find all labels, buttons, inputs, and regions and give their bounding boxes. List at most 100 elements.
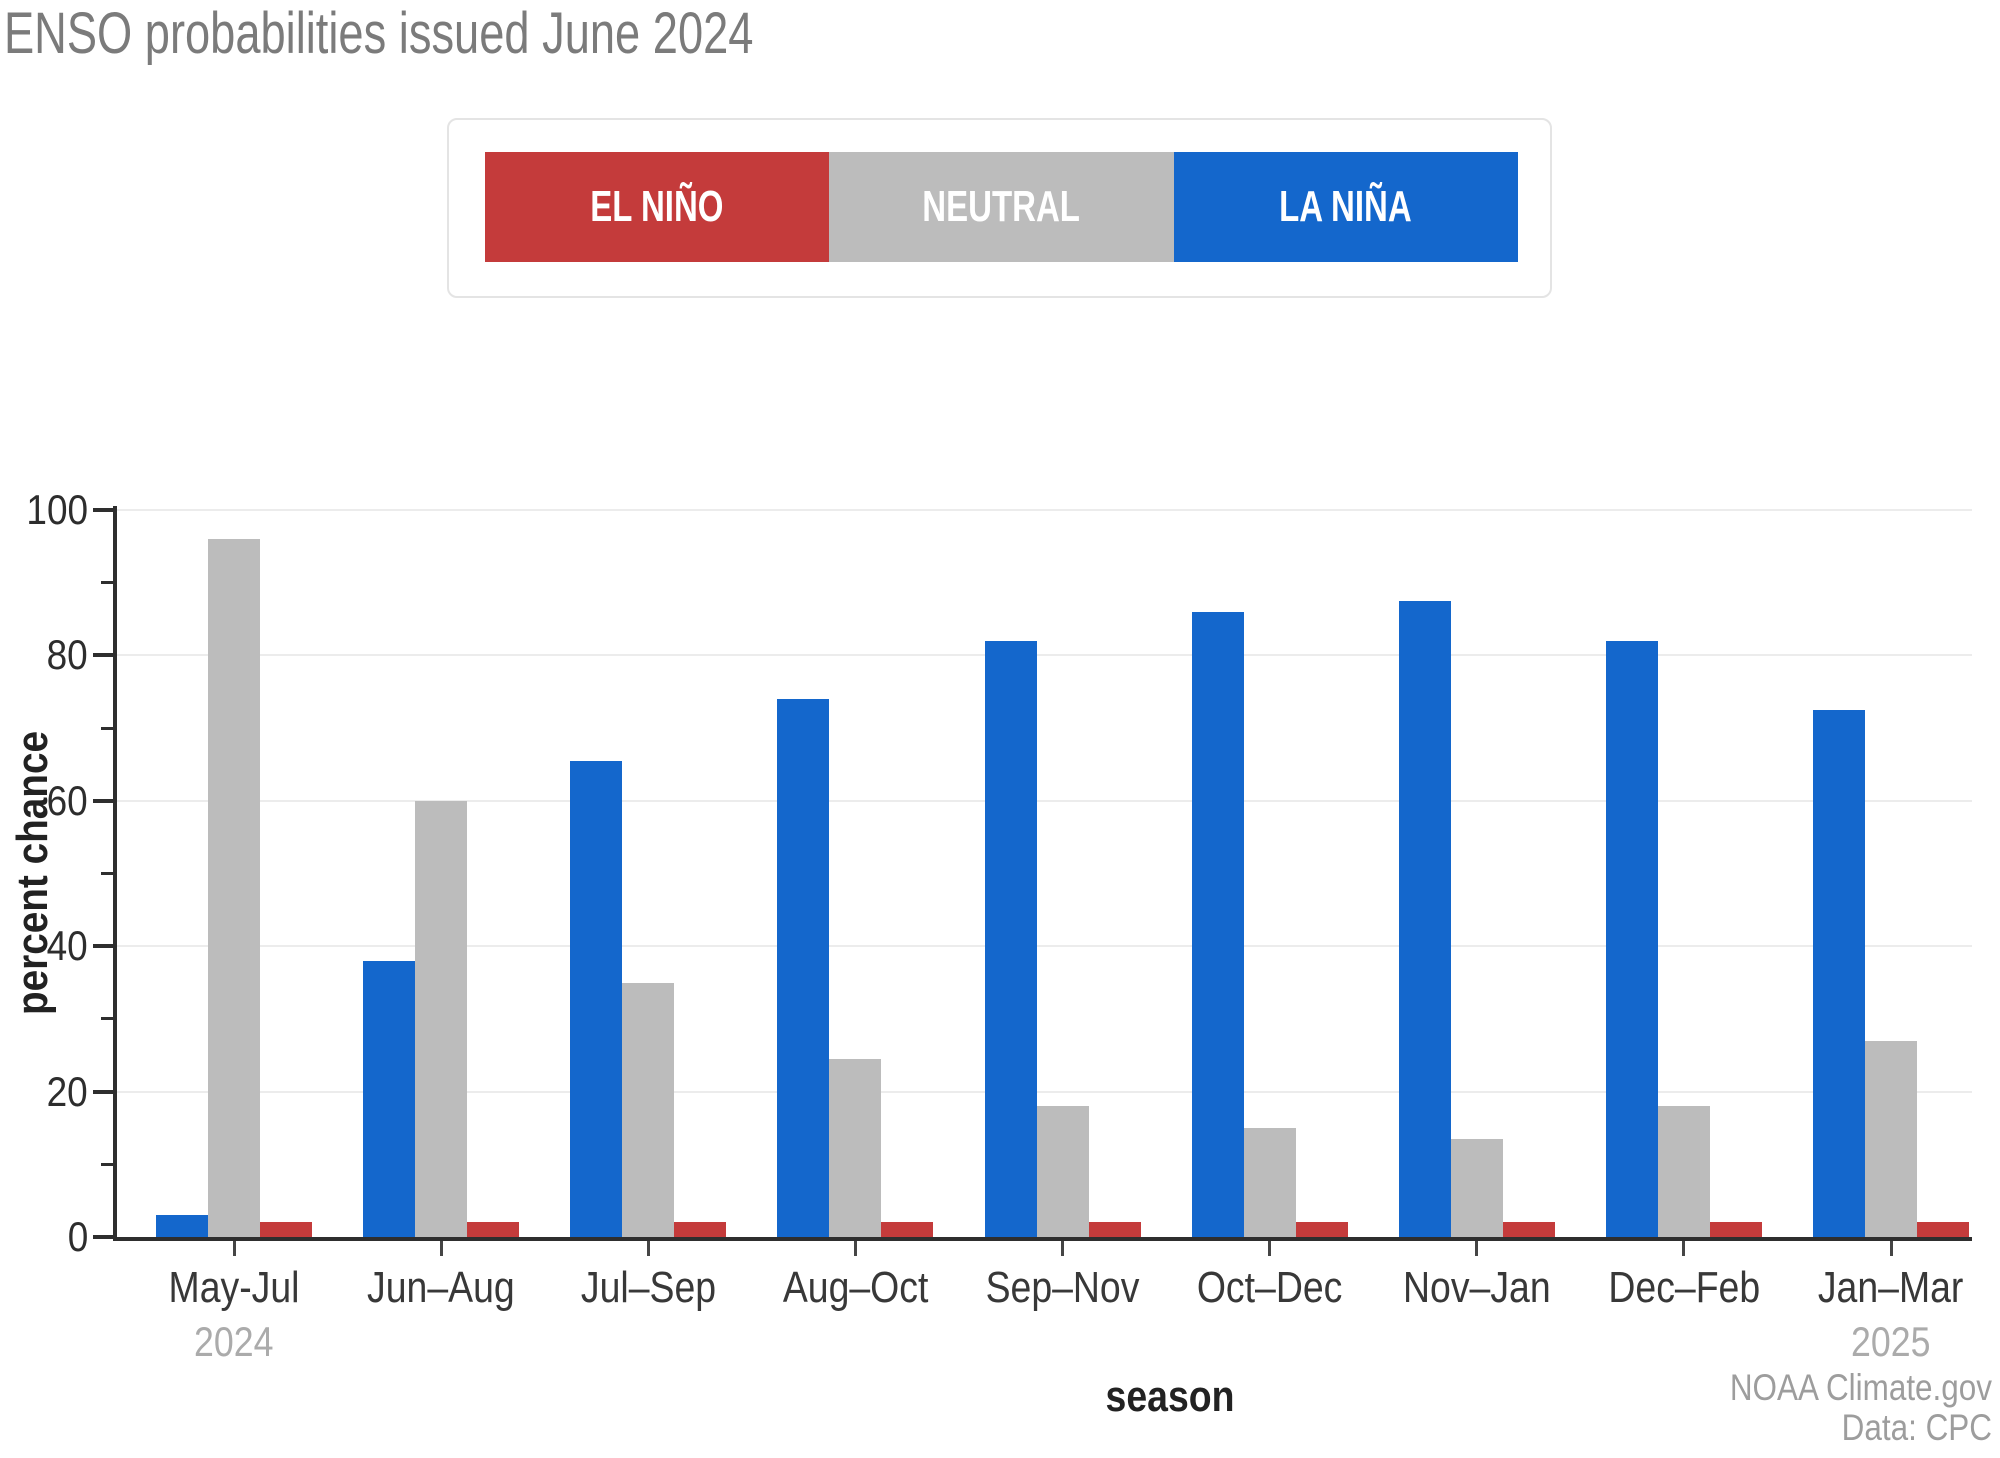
bar-la-ni-a-nov-jan	[1398, 600, 1451, 1237]
credit-line-2: Data: CPC	[1841, 1407, 1992, 1448]
x-year-label-2024: 2024	[130, 1318, 338, 1366]
x-tick-sep-nov	[1061, 1241, 1064, 1256]
bar-la-ni-a-dec-feb	[1605, 640, 1658, 1237]
y-tick-minor-30	[101, 1017, 117, 1021]
x-tick-aug-oct	[853, 1241, 857, 1256]
x-axis-title: season	[1105, 1372, 1235, 1421]
bar-neutral-jun-aug	[415, 800, 468, 1237]
x-tick-label-may-jul: May-Jul	[130, 1262, 338, 1314]
bar-el-ni-o-aug-oct	[881, 1222, 934, 1237]
y-tick-100	[93, 508, 117, 512]
bar-la-ni-a-jan-mar	[1813, 709, 1865, 1237]
x-tick-label-oct-dec: Oct–Dec	[1166, 1262, 1374, 1314]
y-tick-label-40: 40	[0, 922, 88, 970]
gridline-100	[117, 509, 1972, 511]
gridline-80	[117, 654, 1972, 657]
legend-item-label: NEUTRAL	[922, 182, 1081, 231]
x-tick-label-text: Jun–Aug	[367, 1263, 515, 1312]
y-tick-minor-90	[101, 581, 117, 585]
bar-el-ni-o-jun-aug	[467, 1222, 520, 1237]
gridline-60	[117, 799, 1972, 802]
x-tick-jul-sep	[646, 1241, 650, 1256]
legend-item-label: LA NIÑA	[1279, 182, 1413, 231]
y-tick-60	[93, 798, 117, 803]
y-tick-label-text: 80	[46, 631, 88, 679]
x-tick-label-nov-jan: Nov–Jan	[1373, 1262, 1581, 1314]
credit-line-1: NOAA Climate.gov	[1729, 1367, 1992, 1408]
bar-neutral-dec-feb	[1657, 1106, 1710, 1237]
x-tick-nov-jan	[1475, 1241, 1479, 1256]
x-year-label-text: 2025	[1851, 1318, 1931, 1365]
x-tick-dec-feb	[1682, 1241, 1686, 1256]
y-tick-minor-10	[101, 1162, 117, 1166]
gridline-20	[117, 1090, 1972, 1093]
y-tick-minor-50	[101, 872, 117, 875]
x-tick-may-jul	[232, 1241, 236, 1256]
y-tick-label-100: 100	[0, 486, 88, 534]
x-tick-label-dec-feb: Dec–Feb	[1580, 1262, 1788, 1314]
x-tick-jan-mar	[1889, 1241, 1893, 1256]
gridline-40	[117, 945, 1972, 948]
y-tick-label-20: 20	[0, 1068, 88, 1116]
bar-neutral-sep-nov	[1036, 1106, 1089, 1237]
bar-el-ni-o-jul-sep	[674, 1222, 727, 1237]
bar-el-ni-o-nov-jan	[1502, 1222, 1555, 1237]
y-tick-label-text: 60	[46, 776, 88, 824]
y-tick-label-60: 60	[0, 777, 88, 825]
x-tick-label-text: Jan–Mar	[1818, 1263, 1964, 1312]
legend-item-neutral: NEUTRAL	[829, 152, 1174, 262]
x-tick-label-text: May-Jul	[168, 1263, 300, 1312]
x-tick-oct-dec	[1268, 1241, 1272, 1256]
bar-neutral-jan-mar	[1865, 1040, 1917, 1237]
bar-neutral-nov-jan	[1450, 1138, 1503, 1237]
x-year-label-text: 2024	[194, 1318, 274, 1365]
bar-neutral-oct-dec	[1243, 1127, 1296, 1237]
chart-title: ENSO probabilities issued June 2024	[4, 1, 754, 66]
x-tick-label-jul-sep: Jul–Sep	[544, 1262, 752, 1314]
bar-la-ni-a-may-jul	[156, 1215, 208, 1237]
y-tick-40	[93, 944, 117, 949]
x-tick-label-jun-aug: Jun–Aug	[337, 1262, 545, 1314]
x-tick-label-jan-mar: Jan–Mar	[1787, 1262, 1995, 1314]
bar-la-ni-a-oct-dec	[1191, 611, 1244, 1237]
bar-neutral-may-jul	[208, 539, 260, 1237]
bar-la-ni-a-jul-sep	[570, 760, 623, 1237]
bar-la-ni-a-aug-oct	[777, 699, 830, 1237]
y-tick-label-text: 20	[46, 1067, 88, 1115]
y-axis-title: percent chance	[8, 730, 57, 1016]
x-axis-line	[113, 1237, 1972, 1241]
y-tick-20	[93, 1089, 117, 1094]
legend-item-label: EL NIÑO	[590, 182, 724, 231]
bar-el-ni-o-oct-dec	[1295, 1222, 1348, 1237]
y-tick-minor-70	[101, 726, 117, 730]
y-tick-label-0: 0	[0, 1213, 88, 1261]
x-tick-label-text: Oct–Dec	[1196, 1263, 1343, 1312]
x-year-label-2025: 2025	[1787, 1318, 1995, 1366]
bar-la-ni-a-jun-aug	[363, 960, 416, 1237]
legend-item-el-ni-o: EL NIÑO	[485, 152, 830, 262]
bar-neutral-aug-oct	[829, 1058, 882, 1237]
x-tick-label-text: Dec–Feb	[1607, 1263, 1760, 1312]
x-tick-label-aug-oct: Aug–Oct	[751, 1262, 959, 1314]
x-tick-label-text: Aug–Oct	[782, 1263, 929, 1312]
legend-item-la-ni-a: LA NIÑA	[1173, 152, 1518, 262]
legend: EL NIÑO NEUTRAL LA NIÑA	[447, 118, 1552, 298]
y-tick-label-text: 100	[26, 486, 88, 533]
source-credit: NOAA Climate.gov Data: CPC	[1292, 1368, 1992, 1448]
y-tick-80	[93, 653, 117, 658]
bar-la-ni-a-sep-nov	[984, 640, 1037, 1237]
bar-neutral-jul-sep	[622, 982, 675, 1237]
x-tick-label-text: Sep–Nov	[985, 1263, 1140, 1312]
y-tick-label-text: 40	[46, 922, 88, 970]
bar-el-ni-o-jan-mar	[1917, 1222, 1969, 1237]
x-tick-label-text: Jul–Sep	[580, 1263, 716, 1312]
x-tick-label-text: Nov–Jan	[1402, 1263, 1551, 1312]
y-tick-0	[93, 1235, 117, 1239]
x-tick-jun-aug	[439, 1241, 443, 1256]
x-tick-label-sep-nov: Sep–Nov	[959, 1262, 1167, 1314]
y-tick-label-80: 80	[0, 631, 88, 679]
legend-row: EL NIÑO NEUTRAL LA NIÑA	[485, 152, 1518, 262]
y-tick-label-text: 0	[67, 1213, 88, 1260]
bar-el-ni-o-dec-feb	[1709, 1222, 1762, 1237]
